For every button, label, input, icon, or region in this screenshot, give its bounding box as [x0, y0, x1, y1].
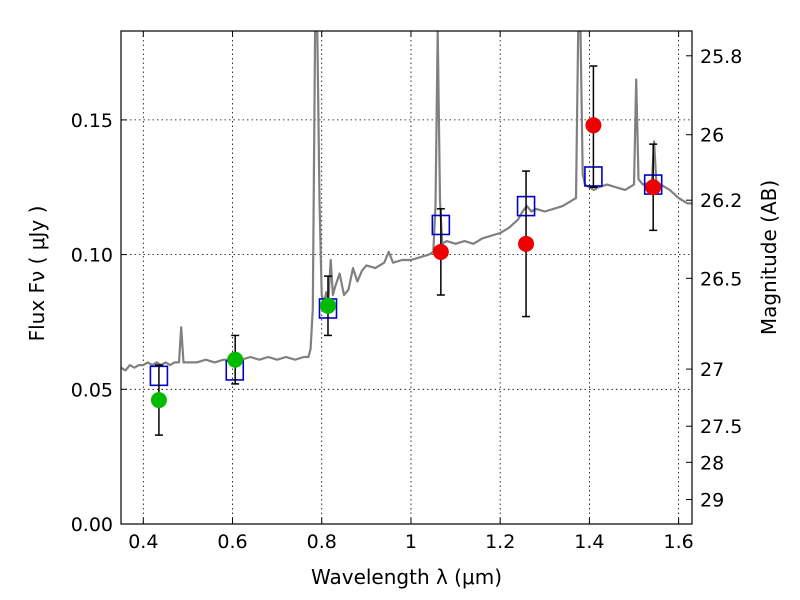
x-tick-label: 1 [405, 531, 417, 553]
y-tick-label: 0.05 [71, 379, 113, 401]
y-axis-label: Flux Fν ( μJy ) [25, 206, 49, 342]
y2-tick-label: 29 [700, 489, 724, 511]
y2-tick-label: 27 [700, 359, 724, 381]
sed-spectrum-line [121, 31, 692, 372]
observed-green-point [319, 297, 336, 314]
y-tick-label: 0.15 [71, 110, 113, 132]
grid [121, 31, 692, 524]
observed-red-point [432, 243, 449, 260]
plot-frame [120, 30, 693, 525]
observed-red-point [585, 117, 602, 134]
x-tick-label: 0.4 [128, 531, 158, 553]
ticks: 0.4 0.6 0.8 1 1.2 1.4 1.6 0.00 0.05 0.10 0.15 25.8 2… [71, 31, 742, 553]
x-tick-label: 0.6 [217, 531, 247, 553]
observed-green-point [227, 351, 244, 368]
y2-axis-label: Magnitude (AB) [757, 180, 781, 335]
y-tick-label: 0.00 [71, 514, 113, 536]
x-tick-label: 1.2 [485, 531, 515, 553]
y2-tick-label: 26.5 [700, 268, 742, 290]
observed-red-point [518, 235, 535, 252]
x-axis-label: Wavelength λ (μm) [311, 565, 502, 589]
x-tick-label: 1.4 [574, 531, 604, 553]
observed-green-point [150, 392, 167, 409]
y2-tick-label: 26.2 [700, 190, 742, 212]
y2-tick-label: 27.5 [700, 416, 742, 438]
y2-tick-label: 28 [700, 452, 724, 474]
x-tick-label: 1.6 [664, 531, 694, 553]
y2-tick-label: 26 [700, 125, 724, 147]
observed-red-point [645, 179, 662, 196]
y2-tick-label: 25.8 [700, 46, 742, 68]
x-tick-label: 0.8 [307, 531, 337, 553]
plot-area [121, 31, 692, 436]
y-tick-label: 0.10 [71, 245, 113, 267]
